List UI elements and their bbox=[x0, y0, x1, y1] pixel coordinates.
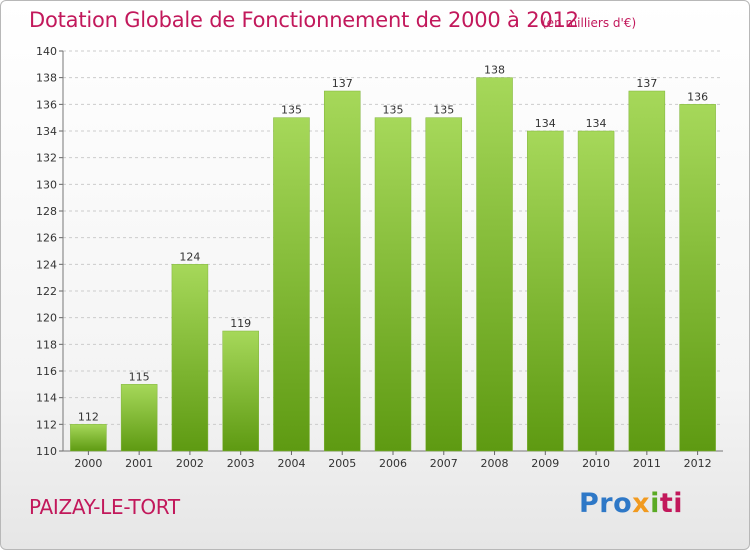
x-tick-label: 2003 bbox=[227, 457, 255, 470]
logo-part: Pro bbox=[579, 488, 633, 519]
x-tick-label: 2008 bbox=[481, 457, 509, 470]
x-tick-label: 2011 bbox=[633, 457, 661, 470]
x-tick-label: 2010 bbox=[582, 457, 610, 470]
chart-title: Dotation Globale de Fonctionnement de 20… bbox=[29, 8, 579, 32]
bar-value-label: 137 bbox=[636, 77, 657, 90]
bar-value-label: 112 bbox=[78, 410, 99, 423]
x-tick-label: 2001 bbox=[125, 457, 153, 470]
y-tick-label: 134 bbox=[36, 125, 57, 138]
bar bbox=[476, 77, 513, 452]
bar bbox=[323, 90, 361, 452]
y-tick-label: 110 bbox=[36, 445, 57, 458]
y-tick-label: 128 bbox=[36, 205, 57, 218]
bar-value-label: 115 bbox=[129, 370, 150, 383]
logo-part: x bbox=[632, 488, 651, 519]
x-tick-label: 2004 bbox=[277, 457, 305, 470]
bar-value-label: 136 bbox=[687, 90, 708, 103]
bar-value-label: 135 bbox=[383, 104, 404, 117]
y-tick-label: 114 bbox=[36, 392, 57, 405]
y-tick-label: 138 bbox=[36, 72, 57, 85]
bar-value-label: 135 bbox=[281, 104, 302, 117]
bar bbox=[628, 90, 666, 452]
y-tick-labels: 110 112 114 116 118 120 122 124 126 128 130 132 134 1… bbox=[36, 45, 57, 458]
bar-value-label: 138 bbox=[484, 64, 505, 77]
x-tick-label: 2006 bbox=[379, 457, 407, 470]
y-tick-label: 122 bbox=[36, 285, 57, 298]
logo-part: ti bbox=[659, 488, 684, 519]
bar bbox=[374, 117, 412, 452]
x-tick-label: 2007 bbox=[430, 457, 458, 470]
y-tick-label: 116 bbox=[36, 365, 57, 378]
bar bbox=[527, 130, 564, 452]
bar bbox=[679, 104, 716, 452]
bar bbox=[222, 330, 259, 452]
x-tick-label: 2005 bbox=[328, 457, 356, 470]
bars: 112 115 124 119 135 137 135 135 138 134 134 137 136 bbox=[70, 64, 716, 452]
bar-value-label: 135 bbox=[433, 104, 454, 117]
y-tick-label: 132 bbox=[36, 152, 57, 165]
bar-value-label: 137 bbox=[332, 77, 353, 90]
bar-value-label: 134 bbox=[535, 117, 556, 130]
x-tick-label: 2009 bbox=[531, 457, 559, 470]
bar bbox=[171, 264, 209, 452]
unit-note: (en milliers d'€) bbox=[542, 16, 637, 30]
bar-value-label: 134 bbox=[586, 117, 607, 130]
bar-value-label: 124 bbox=[179, 250, 200, 263]
y-tick-label: 130 bbox=[36, 178, 57, 191]
commune-name: PAIZAY-LE-TORT bbox=[29, 495, 180, 519]
y-tick-label: 112 bbox=[36, 418, 57, 431]
bar-value-label: 119 bbox=[230, 317, 251, 330]
bar bbox=[425, 117, 463, 452]
proxiti-logo: Proxiti bbox=[579, 488, 683, 519]
y-tick-label: 120 bbox=[36, 312, 57, 325]
bar bbox=[70, 424, 107, 452]
bar bbox=[577, 130, 615, 452]
logo-part: i bbox=[650, 488, 660, 519]
bar bbox=[120, 384, 158, 452]
bar bbox=[273, 117, 310, 452]
x-tick-labels: 2000 2001 2002 2003 2004 2005 2006 2007 2008 2009… bbox=[74, 451, 712, 470]
x-tick-label: 2000 bbox=[74, 457, 102, 470]
y-tick-label: 124 bbox=[36, 258, 57, 271]
y-tick-label: 140 bbox=[36, 45, 57, 58]
y-tick-label: 118 bbox=[36, 338, 57, 351]
x-tick-label: 2012 bbox=[684, 457, 712, 470]
y-tick-label: 136 bbox=[36, 98, 57, 111]
x-tick-label: 2002 bbox=[176, 457, 204, 470]
y-tick-label: 126 bbox=[36, 232, 57, 245]
